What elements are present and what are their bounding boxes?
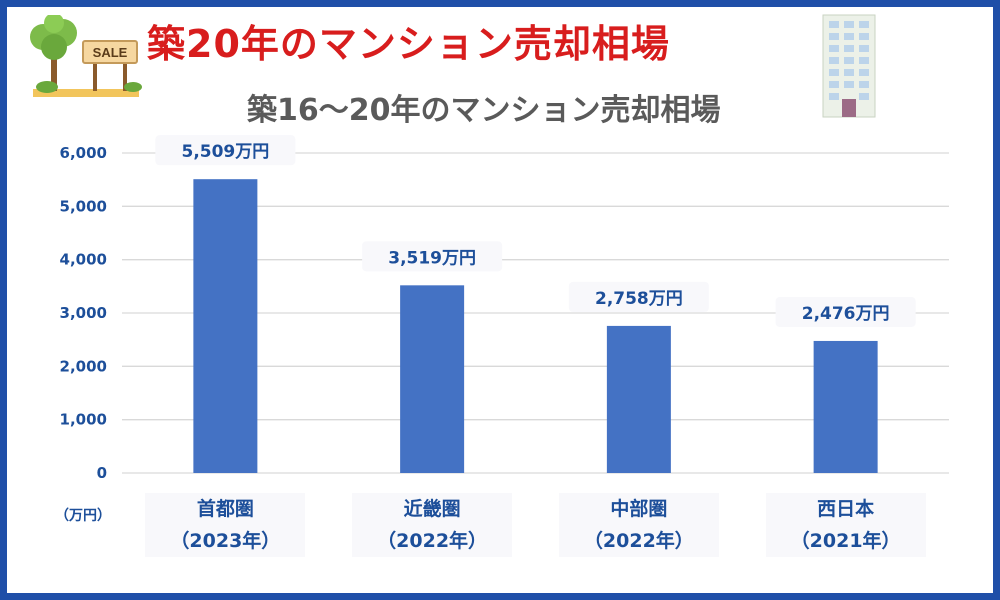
data-label: 2,476万円 [802, 304, 890, 324]
bar-chart: 0 1,000 2,000 3,000 4,000 5,000 6,000 5,509万円 3,… [60, 135, 949, 482]
y-tick-label: 1,000 [60, 411, 107, 429]
bar [606, 325, 671, 473]
y-tick-label: 6,000 [60, 144, 107, 162]
y-tick-label: 3,000 [60, 304, 107, 322]
bar [193, 179, 258, 474]
x-category-label: 中部圏 （2022年） [558, 493, 719, 557]
x-category-label-line: （2022年） [583, 530, 694, 552]
chart-frame: SALE 築20年のマンション売却相場 築16〜20年のマンション売却相場 0 1… [7, 7, 993, 593]
y-axis-unit-label: （万円） [55, 508, 111, 524]
y-tick-label: 4,000 [60, 251, 107, 269]
data-label: 3,519万円 [388, 248, 476, 268]
data-label-background [155, 135, 296, 166]
x-category-label: 西日本 （2021年） [765, 493, 926, 557]
data-label-background [568, 281, 709, 312]
x-category-label-line: （2022年） [377, 530, 488, 552]
data-label-background [362, 241, 503, 272]
bar [813, 340, 878, 473]
sale-sign-text: SALE [93, 45, 128, 60]
x-category-label: 近畿圏 （2022年） [352, 493, 513, 557]
y-tick-label: 0 [97, 464, 107, 482]
x-category-label-line: （2021年） [790, 530, 901, 552]
x-category-label-line: 西日本 [817, 498, 875, 520]
bar [400, 285, 465, 473]
apartment-building-illustration [822, 14, 876, 118]
data-label-background [775, 296, 916, 327]
x-category-label-line: 近畿圏 [403, 498, 461, 520]
y-tick-label: 5,000 [60, 197, 107, 215]
chart-title: 築16〜20年のマンション売却相場 [247, 93, 721, 128]
data-label: 5,509万円 [181, 142, 269, 162]
tree-sale-sign-illustration: SALE [30, 15, 142, 97]
page-title: 築20年のマンション売却相場 [147, 22, 670, 66]
x-category-label-line: 首都圏 [196, 498, 254, 520]
x-category-label-line: （2023年） [170, 530, 281, 552]
y-tick-label: 2,000 [60, 357, 107, 375]
x-category-label-line: 中部圏 [610, 498, 668, 520]
data-label: 2,758万円 [595, 289, 683, 309]
x-category-label: 首都圏 （2023年） [145, 493, 306, 557]
